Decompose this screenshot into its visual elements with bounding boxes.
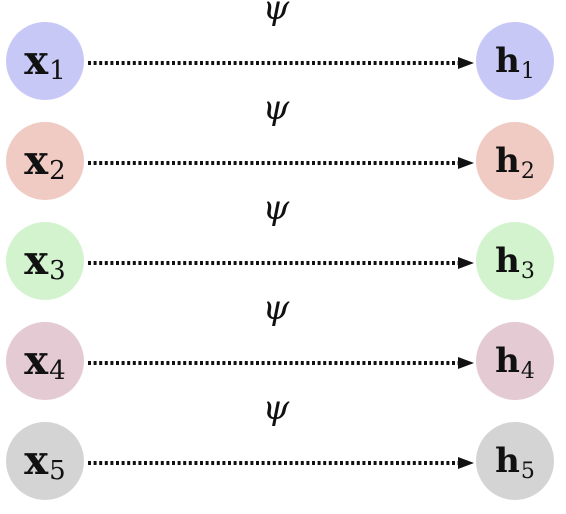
input-node-letter: x	[24, 37, 49, 84]
mapping-arrow	[88, 457, 474, 469]
arrow-head	[458, 157, 474, 169]
input-node-letter: x	[24, 137, 49, 184]
input-node-letter: x	[24, 237, 49, 284]
mapping-arrow	[88, 57, 474, 69]
output-node-subscript: 5	[520, 458, 535, 484]
output-node-letter: h	[495, 441, 520, 481]
input-node-subscript: 4	[49, 356, 66, 386]
edge-label-psi: ψ	[262, 288, 290, 328]
output-node-subscript: 4	[520, 358, 535, 384]
output-node-letter: h	[495, 241, 520, 281]
output-node-subscript: 1	[520, 58, 535, 84]
output-node-letter: h	[495, 341, 520, 381]
input-node-subscript: 2	[49, 156, 66, 186]
arrow-head	[458, 257, 474, 269]
arrow-head	[458, 457, 474, 469]
edge-label-psi: ψ	[262, 388, 290, 428]
input-node-letter: x	[24, 337, 49, 384]
mapping-arrow	[88, 257, 474, 269]
input-node-subscript: 3	[49, 256, 66, 286]
edge-label-psi: ψ	[262, 0, 290, 28]
edge-label-psi: ψ	[262, 88, 290, 128]
output-node-subscript: 2	[520, 158, 535, 184]
arrow-head	[458, 357, 474, 369]
output-node-subscript: 3	[520, 258, 535, 284]
input-node-subscript: 1	[49, 56, 66, 86]
output-node-letter: h	[495, 41, 520, 81]
output-node-letter: h	[495, 141, 520, 181]
mapping-arrow	[88, 357, 474, 369]
mapping-arrow	[88, 157, 474, 169]
input-node-letter: x	[24, 437, 49, 484]
arrow-head	[458, 57, 474, 69]
edge-label-psi: ψ	[262, 188, 290, 228]
input-node-subscript: 5	[49, 456, 66, 486]
